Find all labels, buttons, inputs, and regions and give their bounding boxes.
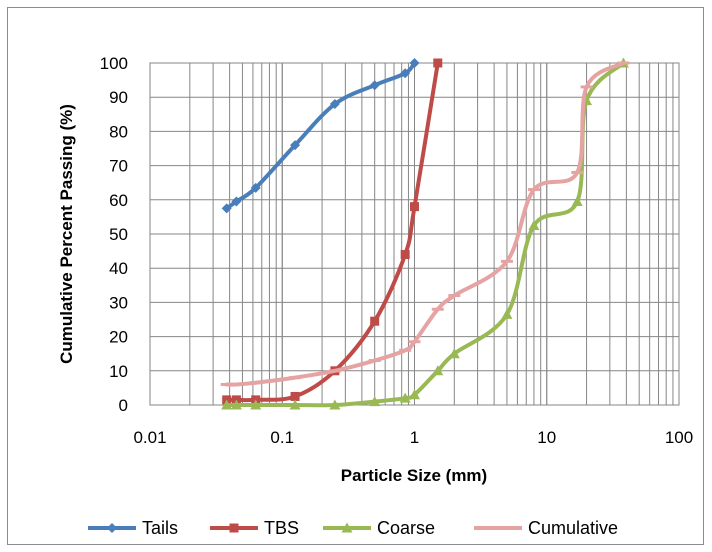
y-axis-title: Cumulative Percent Passing (%) bbox=[57, 104, 76, 364]
legend-label-tbs: TBS bbox=[264, 518, 299, 538]
data-point-cumulative bbox=[571, 170, 584, 174]
legend-marker-tails bbox=[107, 523, 117, 533]
data-point-cumulative bbox=[249, 381, 262, 385]
x-tick-label: 0.01 bbox=[133, 428, 166, 447]
data-point-coarse bbox=[528, 219, 540, 230]
data-point-coarse bbox=[501, 308, 513, 319]
x-axis-title: Particle Size (mm) bbox=[341, 466, 487, 485]
data-point-cumulative bbox=[448, 294, 461, 298]
data-point-coarse bbox=[369, 396, 381, 407]
data-point-coarse bbox=[409, 389, 420, 400]
data-point-cumulative bbox=[220, 382, 233, 386]
data-point-coarse bbox=[221, 399, 233, 410]
y-tick-label: 90 bbox=[109, 88, 128, 107]
data-point-tails bbox=[221, 203, 232, 214]
data-point-tbs bbox=[433, 58, 443, 68]
legend-item-tbs: TBS bbox=[210, 518, 299, 538]
legend-item-cumulative: Cumulative bbox=[474, 518, 618, 538]
y-tick-label: 100 bbox=[100, 54, 128, 73]
legend-label-tails: Tails bbox=[142, 518, 178, 538]
data-point-coarse bbox=[571, 196, 583, 207]
y-tick-label: 40 bbox=[109, 259, 128, 278]
y-tick-label: 70 bbox=[109, 157, 128, 176]
series-layer bbox=[220, 57, 630, 410]
data-point-cumulative bbox=[431, 307, 444, 311]
data-point-cumulative bbox=[368, 359, 381, 363]
series-cumulative bbox=[220, 61, 630, 387]
x-tick-label: 100 bbox=[665, 428, 693, 447]
y-tick-label: 10 bbox=[109, 362, 128, 381]
legend-label-coarse: Coarse bbox=[377, 518, 435, 538]
data-point-cumulative bbox=[527, 188, 540, 192]
data-point-cumulative bbox=[500, 259, 513, 263]
data-point-cumulative bbox=[230, 382, 243, 386]
data-point-tails bbox=[329, 99, 340, 110]
data-point-tails bbox=[231, 196, 242, 207]
data-point-coarse bbox=[250, 399, 262, 410]
legend-marker-cumulative bbox=[492, 526, 504, 530]
x-tick-labels: 0.01 0.1 1 10 100 bbox=[133, 428, 693, 447]
data-point-tails bbox=[409, 58, 420, 68]
data-point-tbs bbox=[400, 250, 410, 260]
y-tick-label: 60 bbox=[109, 191, 128, 210]
data-point-tails bbox=[369, 80, 380, 91]
data-point-cumulative bbox=[580, 85, 593, 89]
data-point-tbs bbox=[410, 202, 419, 212]
data-point-tails bbox=[250, 182, 261, 193]
y-tick-labels: 0 10 20 30 40 50 60 70 80 90 100 bbox=[100, 54, 128, 415]
x-tick-label: 1 bbox=[410, 428, 419, 447]
y-tick-label: 0 bbox=[119, 396, 128, 415]
legend-item-tails: Tails bbox=[88, 518, 178, 538]
data-point-cumulative bbox=[408, 340, 421, 344]
data-point-tbs bbox=[370, 316, 380, 326]
data-point-tails bbox=[290, 140, 301, 151]
x-tick-label: 10 bbox=[537, 428, 556, 447]
data-point-coarse bbox=[399, 392, 411, 403]
data-point-cumulative bbox=[328, 369, 341, 373]
data-point-coarse bbox=[230, 399, 242, 410]
y-tick-label: 80 bbox=[109, 122, 128, 141]
y-tick-label: 50 bbox=[109, 225, 128, 244]
data-point-cumulative bbox=[289, 376, 302, 380]
y-tick-label: 30 bbox=[109, 293, 128, 312]
data-point-cumulative bbox=[399, 348, 412, 352]
legend-marker-coarse bbox=[341, 522, 353, 533]
data-point-tbs bbox=[290, 391, 300, 401]
x-tick-label: 0.1 bbox=[270, 428, 294, 447]
legend: Tails TBS Coarse Cumulative bbox=[88, 518, 618, 538]
data-point-coarse bbox=[432, 365, 444, 376]
y-tick-label: 20 bbox=[109, 328, 128, 347]
data-point-coarse bbox=[448, 348, 460, 359]
legend-item-coarse: Coarse bbox=[323, 518, 435, 538]
data-point-coarse bbox=[289, 399, 301, 410]
data-point-tails bbox=[400, 68, 411, 79]
series-tails bbox=[221, 58, 420, 214]
series-line-cumulative bbox=[224, 61, 626, 387]
data-point-cumulative bbox=[617, 61, 630, 65]
legend-label-cumulative: Cumulative bbox=[528, 518, 618, 538]
data-point-coarse bbox=[329, 399, 341, 410]
grid bbox=[150, 63, 679, 405]
legend-marker-tbs bbox=[229, 523, 239, 533]
